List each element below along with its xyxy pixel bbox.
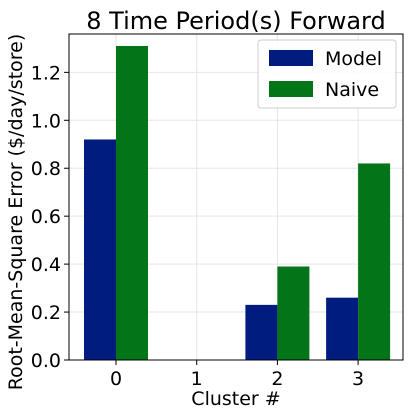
chart-title: 8 Time Period(s) Forward	[86, 7, 385, 35]
y-tick-label: 0.8	[31, 158, 61, 180]
bars	[84, 45, 391, 361]
y-tick-label: 1.2	[31, 62, 61, 84]
bar-model	[245, 304, 278, 360]
y-tick-label: 0.4	[31, 254, 61, 276]
bar-model	[326, 297, 359, 360]
x-tick-label: 3	[352, 368, 364, 390]
bar-naive	[358, 163, 391, 360]
bar-model	[84, 139, 116, 360]
legend-label-naive: Naive	[325, 79, 379, 101]
legend: Model Naive	[257, 39, 397, 109]
legend-swatch-model	[269, 50, 313, 66]
x-tick-label: 1	[191, 368, 203, 390]
y-tick-label: 0.2	[31, 302, 61, 324]
y-tick-label: 1.0	[31, 110, 61, 132]
y-axis-label: Root-Mean-Square Error ($/day/store)	[5, 34, 27, 391]
y-tick-label: 0.0	[31, 350, 61, 372]
legend-label-model: Model	[325, 48, 382, 70]
y-tick-label: 0.6	[31, 206, 61, 228]
x-axis-label: Cluster #	[191, 388, 280, 410]
x-tick-label: 0	[110, 368, 122, 390]
y-axis-ticks: 0.0 0.2 0.4 0.6 0.8 1.0 1.2	[31, 62, 69, 372]
legend-swatch-naive	[269, 81, 313, 97]
x-axis-ticks: 0 1 2 3	[110, 360, 364, 390]
bar-naive	[277, 266, 310, 360]
bar-naive	[116, 45, 148, 361]
x-tick-label: 2	[271, 368, 283, 390]
plot-frame	[68, 33, 404, 361]
